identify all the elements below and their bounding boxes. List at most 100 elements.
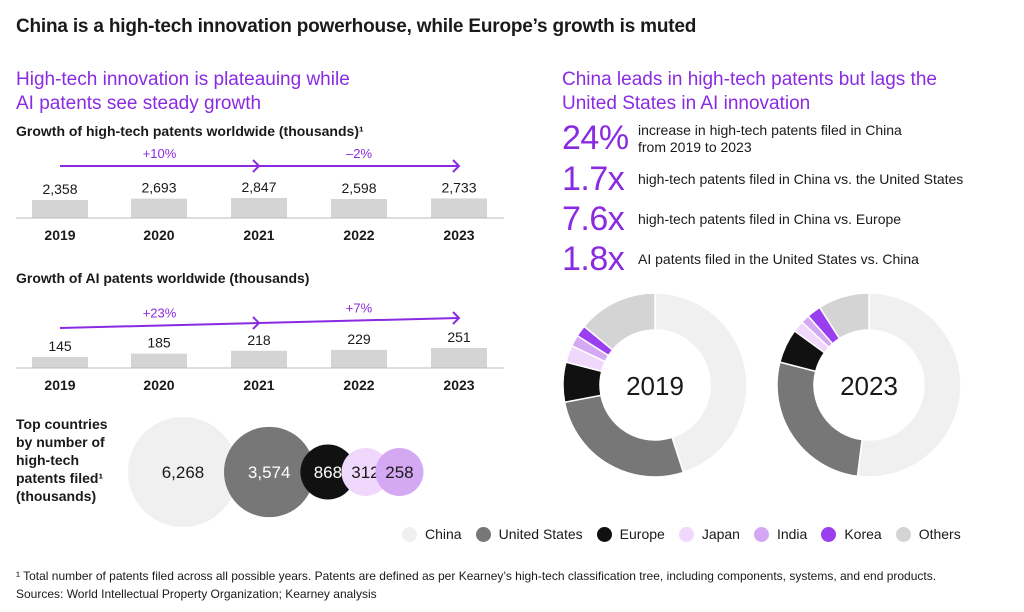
bubble-value-label: 3,574 (248, 463, 291, 482)
bar (431, 348, 487, 368)
left-subheading-line: AI patents see steady growth (16, 93, 262, 114)
hightech-bar-chart: 2,358 2019 2,693 2020 2,847 2021 2,598 2022 2,73… (16, 146, 504, 243)
hightech-chart-title: Growth of high-tech patents worldwide (t… (16, 123, 364, 139)
bar (131, 198, 187, 218)
growth-arrow-line (59, 322, 260, 329)
stat-row: 7.6x high-tech patents filed in China vs… (562, 200, 998, 239)
bar-value-label: 185 (147, 335, 171, 351)
stat-value: 1.8x (562, 240, 625, 278)
left-subheading-line: High-tech innovation is plateauing while (16, 69, 350, 90)
bar (32, 200, 88, 218)
bar-value-label: 2,733 (441, 179, 476, 195)
donut-slice-china (654, 292, 748, 474)
stat-description: AI patents filed in the United States vs… (638, 251, 998, 268)
bar (231, 198, 287, 218)
donut-slice-others (583, 292, 656, 351)
chart-legend: China United States Europe Japan India K… (402, 526, 975, 542)
bar-value-label: 2,693 (141, 180, 176, 196)
right-subheading-line: China leads in high-tech patents but lag… (562, 69, 937, 90)
bubble-value-label: 6,268 (162, 463, 205, 482)
bar-value-label: 2,358 (42, 181, 77, 197)
donut-center-label: 2023 (840, 371, 898, 401)
right-subheading: China leads in high-tech patents but lag… (562, 68, 937, 116)
countries-label-line: Top countries (16, 416, 108, 432)
x-tick-label: 2020 (143, 377, 174, 393)
legend-item-us: United States (475, 526, 583, 542)
legend-item-china: China (402, 526, 462, 542)
donut-slice-others (818, 292, 870, 340)
stat-row: 1.7x high-tech patents filed in China vs… (562, 160, 998, 199)
bar-value-label: 251 (447, 329, 471, 345)
x-tick-label: 2022 (343, 227, 374, 243)
stat-description: high-tech patents filed in China vs. the… (638, 171, 998, 188)
stat-description-line: high-tech patents filed in China vs. Eur… (638, 211, 902, 227)
left-subheading: High-tech innovation is plateauing while… (16, 68, 350, 116)
legend-swatch (895, 526, 911, 542)
bubble-europe (300, 444, 356, 500)
donut-chart-2019: 2019 (562, 292, 748, 478)
stat-description-line: high-tech patents filed in China vs. the… (638, 171, 964, 187)
countries-label-line: by number of (16, 434, 105, 450)
x-tick-label: 2023 (443, 227, 474, 243)
stat-description: high-tech patents filed in China vs. Eur… (638, 211, 998, 228)
stat-value: 7.6x (562, 200, 625, 238)
bubble-india (375, 448, 424, 496)
country-bubbles: 6,268 3,574 868 312 258 (128, 417, 424, 527)
stat-description-line: AI patents filed in the United States vs… (638, 251, 919, 267)
bubble-value-label: 312 (351, 463, 379, 482)
growth-arrowhead (452, 159, 461, 173)
x-tick-label: 2021 (243, 377, 274, 393)
page-title: China is a high-tech innovation powerhou… (16, 16, 697, 37)
stat-description: increase in high-tech patents filed in C… (638, 122, 998, 156)
countries-label-line: (thousands) (16, 488, 97, 504)
growth-label: +7% (346, 301, 373, 316)
donut-chart-2023: 2023 (776, 292, 962, 478)
countries-label-line: high-tech (16, 452, 79, 468)
bar (331, 199, 387, 218)
growth-label: +10% (143, 146, 177, 161)
donut-center-label: 2019 (626, 371, 684, 401)
bar (131, 353, 187, 368)
legend-item-others: Others (895, 526, 961, 542)
stat-value: 1.7x (562, 160, 625, 198)
donut-slice-us (563, 394, 685, 478)
stat-value: 24% (562, 119, 629, 157)
donut-slice-china (856, 292, 962, 478)
right-subheading-line: United States in AI innovation (562, 93, 811, 114)
legend-label: United States (498, 526, 583, 542)
ai-chart-title: Growth of AI patents worldwide (thousand… (16, 270, 310, 286)
bar-value-label: 145 (48, 338, 72, 354)
growth-arrowhead (452, 311, 461, 325)
footnote-text: ¹ Total number of patents filed across a… (16, 569, 937, 583)
legend-swatch (678, 526, 694, 542)
legend-swatch (475, 526, 491, 542)
countries-label: Top countries by number of high-tech pat… (16, 415, 126, 505)
legend-item-korea: Korea (821, 526, 882, 542)
stat-row: 24% increase in high-tech patents filed … (562, 119, 998, 158)
legend-item-europe: Europe (596, 526, 665, 542)
bubble-value-label: 868 (314, 463, 342, 482)
growth-label: +23% (143, 306, 177, 321)
bar (231, 350, 287, 368)
legend-swatch (821, 526, 837, 542)
legend-label: Korea (844, 526, 882, 542)
legend-swatch (596, 526, 612, 542)
x-tick-label: 2021 (243, 227, 274, 243)
sources-text: Sources: World Intellectual Property Org… (16, 587, 377, 601)
bar (32, 357, 88, 368)
growth-label: –2% (346, 146, 372, 161)
stat-description-line: from 2019 to 2023 (638, 138, 752, 155)
growth-arrow-line (258, 317, 460, 324)
legend-label: China (425, 526, 462, 542)
bubble-japan (341, 448, 390, 496)
legend-label: Europe (619, 526, 665, 542)
bar-value-label: 2,847 (241, 179, 276, 195)
ai-bar-chart: 145 2019 185 2020 218 2021 229 2022 251 2023 +23% +… (16, 301, 504, 393)
x-tick-label: 2019 (44, 227, 75, 243)
legend-label: Others (918, 526, 961, 542)
legend-item-japan: Japan (678, 526, 740, 542)
bar-value-label: 218 (247, 332, 271, 348)
x-tick-label: 2019 (44, 377, 75, 393)
bar-value-label: 229 (347, 331, 371, 347)
bar-value-label: 2,598 (341, 180, 376, 196)
